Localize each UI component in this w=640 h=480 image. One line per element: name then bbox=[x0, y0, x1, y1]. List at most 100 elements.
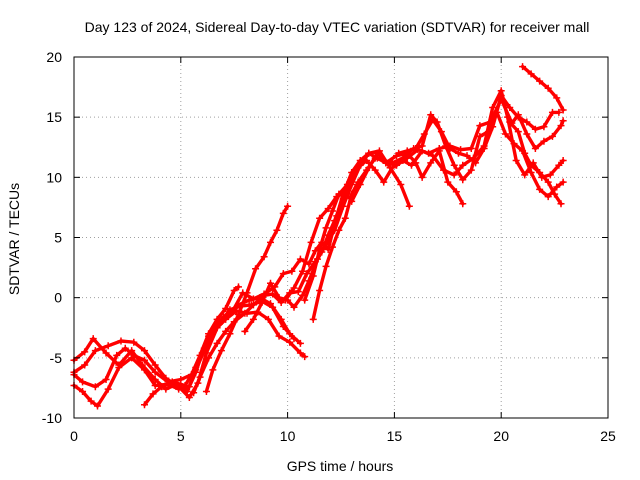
series-line bbox=[72, 285, 241, 389]
data-point-marker bbox=[350, 171, 358, 179]
data-point-marker bbox=[222, 327, 230, 335]
data-point-marker bbox=[555, 108, 563, 116]
data-point-marker bbox=[158, 383, 166, 391]
data-point-marker bbox=[472, 159, 480, 167]
data-point-marker bbox=[418, 173, 426, 181]
data-point-marker bbox=[548, 108, 556, 116]
data-point-marker bbox=[373, 149, 381, 157]
series-track-6 bbox=[190, 87, 567, 397]
data-point-marker bbox=[328, 207, 336, 215]
data-point-marker bbox=[81, 361, 89, 369]
data-point-marker bbox=[544, 178, 552, 186]
data-point-marker bbox=[130, 338, 138, 346]
data-point-marker bbox=[536, 185, 544, 193]
data-point-marker bbox=[149, 390, 157, 398]
data-point-marker bbox=[213, 339, 221, 347]
data-point-marker bbox=[476, 122, 484, 130]
data-point-marker bbox=[557, 200, 565, 208]
data-point-marker bbox=[275, 332, 283, 340]
data-point-marker bbox=[230, 286, 238, 294]
data-point-marker bbox=[489, 104, 497, 112]
data-point-marker bbox=[371, 166, 379, 174]
data-point-marker bbox=[196, 373, 204, 381]
data-point-marker bbox=[341, 214, 349, 222]
data-point-marker bbox=[559, 117, 567, 125]
data-point-marker bbox=[307, 238, 315, 246]
data-point-marker bbox=[519, 63, 527, 71]
data-point-marker bbox=[296, 339, 304, 347]
data-point-marker bbox=[343, 181, 351, 189]
data-point-marker bbox=[405, 202, 413, 210]
data-point-marker bbox=[316, 214, 324, 222]
series-line bbox=[508, 120, 563, 206]
data-point-marker bbox=[269, 303, 277, 311]
data-point-marker bbox=[277, 298, 285, 306]
data-point-marker bbox=[540, 137, 548, 145]
data-point-marker bbox=[467, 166, 475, 174]
data-point-marker bbox=[140, 366, 148, 374]
x-tick-label: 5 bbox=[177, 428, 185, 444]
data-point-marker bbox=[175, 385, 183, 393]
y-tick-label: 20 bbox=[46, 49, 62, 65]
data-point-marker bbox=[356, 161, 364, 169]
data-point-marker bbox=[521, 149, 529, 157]
data-point-marker bbox=[527, 169, 535, 177]
series-track-10 bbox=[309, 108, 567, 323]
data-point-marker bbox=[444, 178, 452, 186]
data-point-marker bbox=[418, 142, 426, 150]
data-point-marker bbox=[183, 388, 191, 396]
data-point-marker bbox=[452, 188, 460, 196]
data-point-marker bbox=[555, 161, 563, 169]
x-tick-label: 25 bbox=[600, 428, 616, 444]
y-tick-label: 0 bbox=[54, 290, 62, 306]
data-point-marker bbox=[192, 363, 200, 371]
data-point-marker bbox=[303, 270, 311, 278]
data-point-marker bbox=[290, 335, 298, 343]
data-point-marker bbox=[407, 161, 415, 169]
data-point-marker bbox=[540, 123, 548, 131]
data-point-marker bbox=[557, 122, 565, 130]
data-point-marker bbox=[363, 166, 371, 174]
data-point-marker bbox=[301, 296, 309, 304]
data-point-marker bbox=[386, 164, 394, 172]
data-point-marker bbox=[504, 113, 512, 121]
data-point-marker bbox=[162, 385, 170, 393]
data-point-marker bbox=[140, 356, 148, 364]
data-point-marker bbox=[140, 401, 148, 409]
data-point-marker bbox=[296, 255, 304, 263]
data-point-marker bbox=[151, 382, 159, 390]
data-point-marker bbox=[429, 116, 437, 124]
data-point-marker bbox=[489, 123, 497, 131]
data-point-marker bbox=[459, 200, 467, 208]
data-point-marker bbox=[113, 351, 121, 359]
data-point-marker bbox=[454, 149, 462, 157]
data-point-marker bbox=[81, 348, 89, 356]
data-point-marker bbox=[273, 226, 281, 234]
data-point-marker bbox=[234, 311, 242, 319]
data-point-marker bbox=[403, 147, 411, 155]
data-point-marker bbox=[241, 327, 249, 335]
series-line bbox=[520, 64, 565, 112]
data-point-marker bbox=[296, 349, 304, 357]
data-point-marker bbox=[544, 193, 552, 201]
data-point-marker bbox=[506, 118, 514, 126]
data-point-marker bbox=[217, 347, 225, 355]
data-point-marker bbox=[130, 351, 138, 359]
data-point-marker bbox=[79, 388, 87, 396]
data-point-marker bbox=[412, 144, 420, 152]
data-point-marker bbox=[523, 130, 531, 138]
data-point-marker bbox=[510, 140, 518, 148]
data-point-marker bbox=[527, 161, 535, 169]
data-point-marker bbox=[267, 279, 275, 287]
data-point-marker bbox=[559, 106, 567, 114]
data-point-marker bbox=[115, 363, 123, 371]
data-point-marker bbox=[252, 265, 260, 273]
data-point-marker bbox=[102, 375, 110, 383]
series-track-14 bbox=[395, 92, 563, 167]
data-point-marker bbox=[209, 366, 217, 374]
data-point-marker bbox=[151, 361, 159, 369]
series-track-7 bbox=[202, 202, 292, 396]
data-point-marker bbox=[521, 171, 529, 179]
data-point-marker bbox=[536, 77, 544, 85]
